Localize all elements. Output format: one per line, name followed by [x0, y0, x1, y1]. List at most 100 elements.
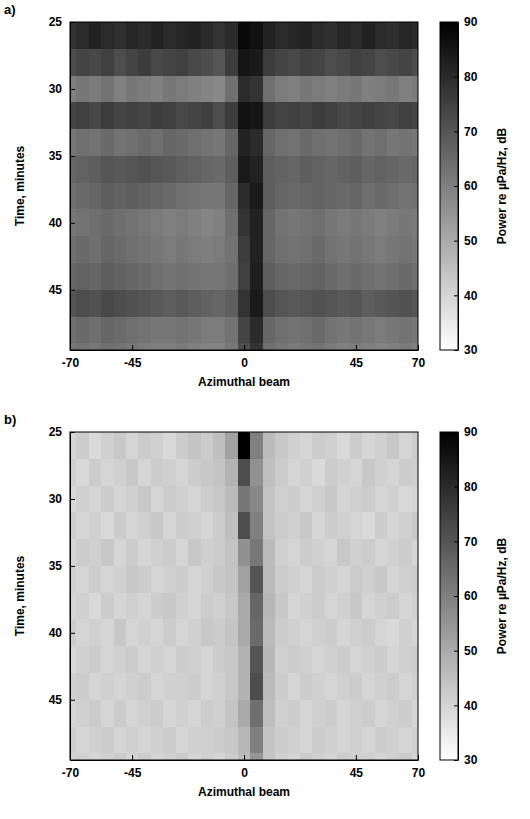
cell: [288, 432, 301, 459]
cell: [89, 673, 102, 700]
cell: [312, 317, 325, 344]
cell: [387, 486, 400, 513]
cell: [188, 539, 201, 566]
cell: [70, 156, 77, 183]
cell: [201, 700, 214, 727]
cell: [76, 49, 89, 76]
cell: [412, 317, 418, 344]
cell: [89, 183, 102, 210]
cell: [312, 459, 325, 486]
cell: [213, 22, 226, 49]
cell: [225, 619, 238, 646]
cell: [325, 22, 338, 49]
cell: [201, 76, 214, 103]
cell: [163, 539, 176, 566]
cell: [250, 593, 263, 620]
cell: [350, 76, 363, 103]
cell: [201, 102, 214, 129]
tick-label: 90: [464, 15, 478, 29]
cell: [300, 236, 313, 263]
cell: [201, 49, 214, 76]
cell: [225, 486, 238, 513]
cell: [375, 156, 388, 183]
cell: [312, 263, 325, 290]
tick-mark: [454, 77, 458, 78]
cell: [101, 209, 114, 236]
cell: [188, 263, 201, 290]
cell: [387, 129, 400, 156]
cell: [362, 317, 375, 344]
tick-mark: [418, 755, 419, 760]
cell: [188, 76, 201, 103]
cell: [126, 593, 139, 620]
cell: [300, 432, 313, 459]
tick: 50: [454, 644, 478, 658]
cell: [375, 183, 388, 210]
cell: [126, 700, 139, 727]
figure: -70-45045702530354045Azimuthal beamTime,…: [0, 0, 530, 819]
cell: [250, 512, 263, 539]
tick: -45: [124, 755, 142, 780]
cell: [101, 290, 114, 317]
cell: [201, 343, 214, 350]
cell: [362, 76, 375, 103]
cell: [375, 129, 388, 156]
tick: 30: [49, 492, 75, 506]
cell: [250, 459, 263, 486]
cell: [238, 566, 251, 593]
cell: [362, 209, 375, 236]
cell: [76, 673, 89, 700]
cell: [288, 129, 301, 156]
cell: [151, 432, 164, 459]
cell: [138, 156, 151, 183]
cell: [399, 102, 412, 129]
cell: [89, 753, 102, 760]
cell: [89, 539, 102, 566]
cell: [213, 102, 226, 129]
cell: [337, 317, 350, 344]
cell: [126, 317, 139, 344]
cell: [263, 512, 276, 539]
cell: [225, 183, 238, 210]
cell: [250, 486, 263, 513]
cell: [138, 486, 151, 513]
cell: [325, 539, 338, 566]
cell: [151, 183, 164, 210]
tick-label: 30: [49, 82, 63, 96]
cell: [325, 156, 338, 183]
tick: 90: [454, 425, 478, 439]
cell: [89, 236, 102, 263]
colorbar: [440, 22, 458, 350]
cell: [188, 753, 201, 760]
cell: [412, 263, 418, 290]
cell: [312, 49, 325, 76]
axis-line: [71, 760, 419, 761]
cell: [337, 183, 350, 210]
cell: [375, 512, 388, 539]
cell: [176, 432, 189, 459]
cell: [275, 290, 288, 317]
cell: [263, 317, 276, 344]
cell: [101, 593, 114, 620]
cell: [89, 459, 102, 486]
cell: [250, 539, 263, 566]
cell: [387, 673, 400, 700]
tick: 30: [454, 343, 478, 357]
cell: [312, 539, 325, 566]
cell: [362, 459, 375, 486]
cell: [325, 593, 338, 620]
cell: [213, 459, 226, 486]
cell: [362, 236, 375, 263]
cell: [151, 102, 164, 129]
cell: [263, 183, 276, 210]
cell: [138, 263, 151, 290]
cell: [300, 593, 313, 620]
cell: [126, 673, 139, 700]
tick: 45: [49, 283, 75, 297]
cell: [399, 593, 412, 620]
cell: [238, 727, 251, 754]
cell: [350, 700, 363, 727]
cell: [250, 566, 263, 593]
cell: [101, 263, 114, 290]
cell: [325, 459, 338, 486]
